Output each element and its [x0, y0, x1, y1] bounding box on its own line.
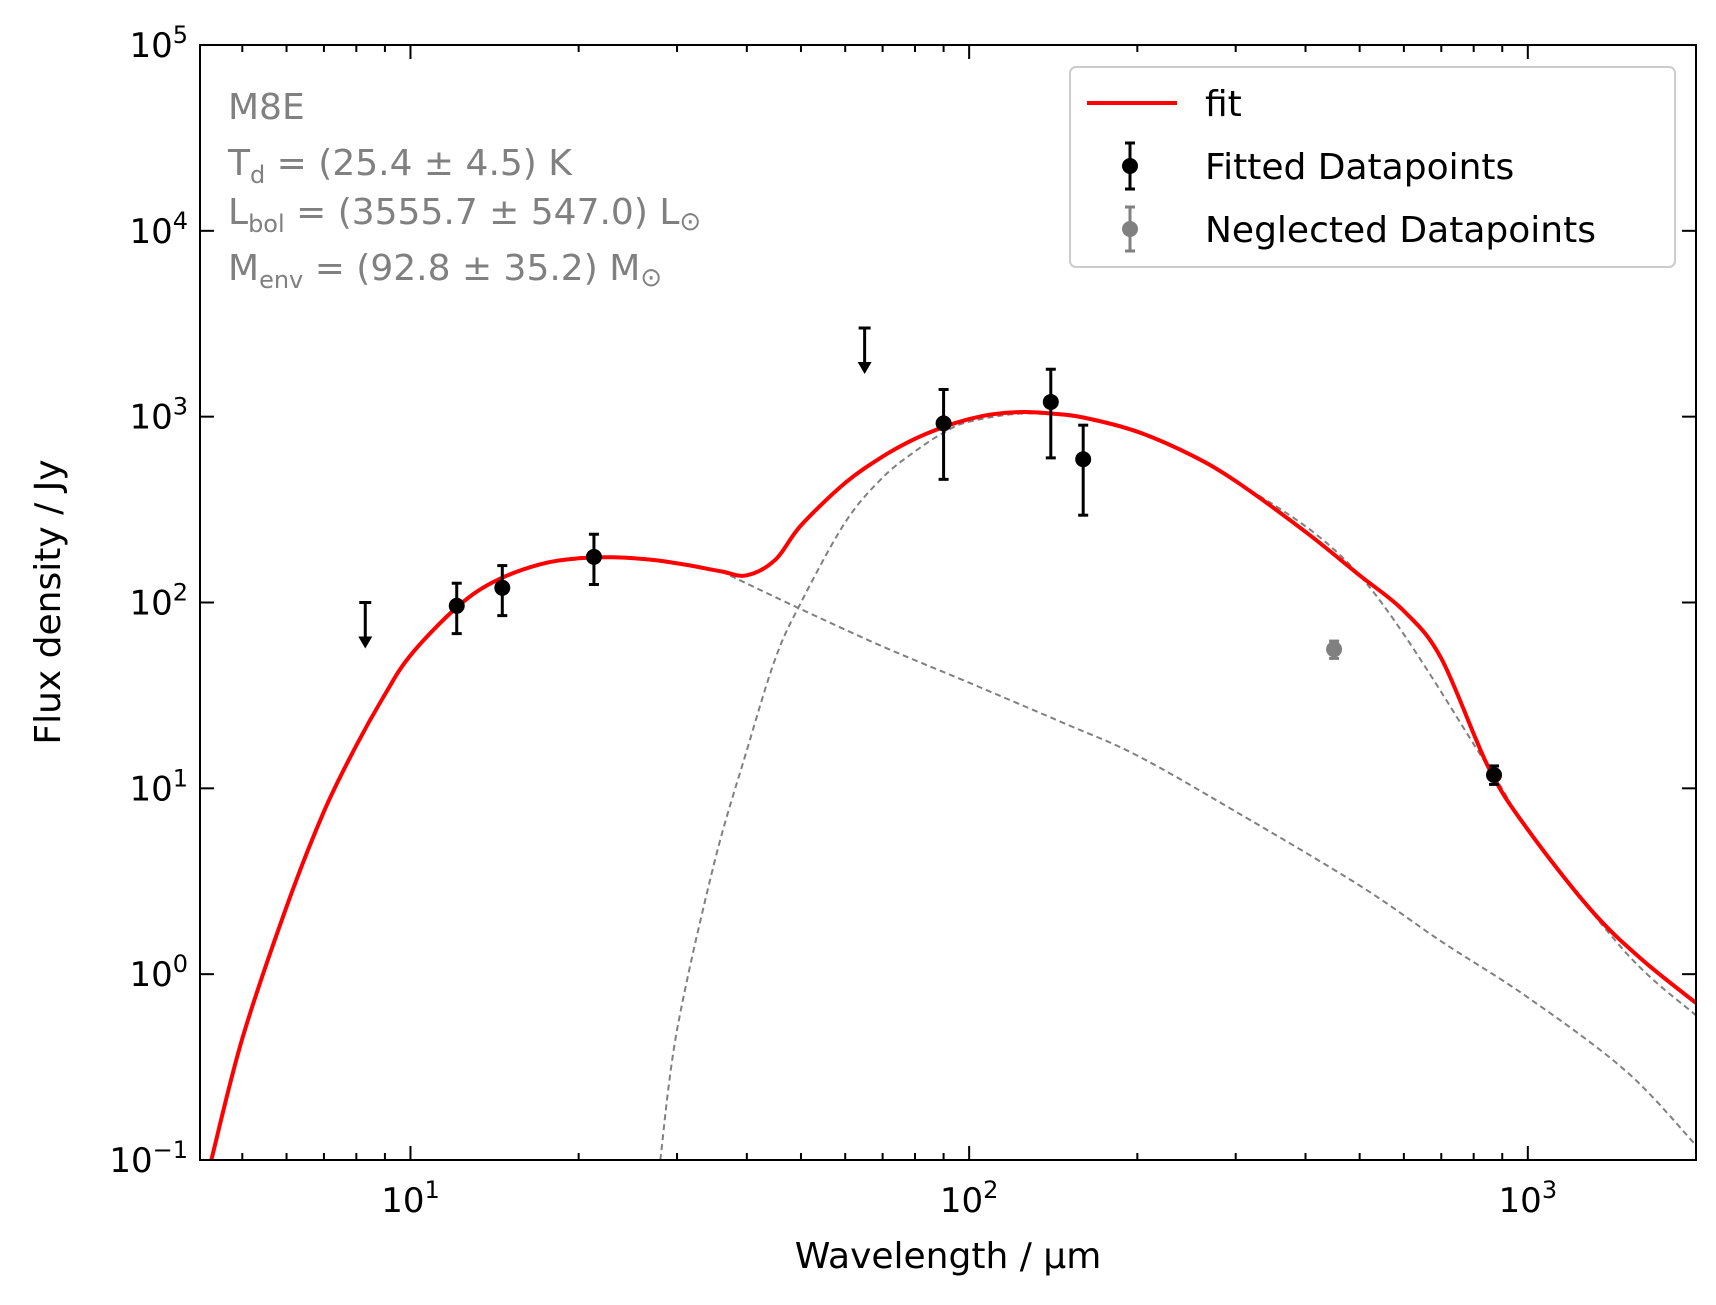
fitted-datapoint [585, 532, 602, 586]
fitted-datapoint [1042, 367, 1059, 460]
annotation-source: M8E [228, 87, 305, 128]
tick-layer: 101 102 103 10−1 100 101 102 103 104 105 [109, 21, 1697, 1221]
point-layer [358, 326, 1503, 786]
lbol-symbol: L [228, 192, 248, 233]
fitted-datapoint-marker [448, 597, 465, 614]
lbol-subscript: bol [248, 210, 285, 238]
neglected-datapoint-marker [1326, 641, 1343, 658]
menv-symbol: M [228, 248, 259, 289]
fitted-datapoint-marker [1075, 451, 1092, 468]
fitted-datapoint-marker [1042, 393, 1059, 410]
fitted-datapoint-marker [935, 415, 952, 432]
y-tick-label: 105 [129, 21, 188, 66]
annotation-bolometric-luminosity: Lbol = (3555.7 ± 547.0) L⊙ [228, 192, 701, 238]
legend-fit-label: fit [1205, 84, 1242, 125]
x-tick-label: 103 [1499, 1176, 1558, 1221]
plot-frame [199, 44, 1697, 1161]
fitted-datapoint-marker [1486, 766, 1503, 783]
annotation-envelope-mass: Menv = (92.8 ± 35.2) M⊙ [228, 248, 662, 294]
fitted-datapoint [935, 388, 952, 481]
y-tick-label: 100 [129, 950, 188, 995]
neglected-datapoint [1326, 639, 1343, 660]
y-axis-label: Flux density / Jy [28, 459, 69, 744]
legend-neglected-swatch [1122, 205, 1138, 253]
fit-curve [209, 409, 1696, 1160]
upper-limit-marker [358, 601, 373, 649]
y-tick-label: 101 [129, 764, 188, 809]
model-component-curve [720, 570, 1696, 1146]
fitted-datapoint [1075, 423, 1092, 517]
fitted-datapoint-marker [585, 548, 602, 565]
lbol-sun-symbol: ⊙ [679, 207, 701, 237]
x-axis-label: Wavelength / μm [795, 1236, 1102, 1277]
legend-neglected-label: Neglected Datapoints [1205, 210, 1596, 251]
fitted-datapoint [494, 564, 511, 618]
y-tick-label: 103 [129, 393, 188, 438]
legend-fitted-label: Fitted Datapoints [1205, 147, 1514, 188]
td-value: = (25.4 ± 4.5) K [265, 143, 573, 184]
lbol-value: = (3555.7 ± 547.0) L [285, 192, 680, 233]
td-subscript: d [250, 161, 265, 189]
upper-limit-arrowhead [857, 362, 872, 375]
annotation-block: M8E Td = (25.4 ± 4.5) K Lbol = (3555.7 ±… [227, 87, 701, 294]
annotation-dust-temperature: Td = (25.4 ± 4.5) K [227, 143, 573, 189]
td-symbol: T [227, 143, 251, 184]
y-tick-label: 10−1 [109, 1136, 188, 1181]
menv-sun-symbol: ⊙ [640, 263, 662, 293]
fitted-datapoint [1486, 764, 1503, 786]
legend-fitted-swatch [1122, 141, 1138, 191]
upper-limit-marker [857, 326, 872, 375]
menv-subscript: env [259, 266, 303, 294]
x-tick-label: 102 [940, 1176, 999, 1221]
legend: fit Fitted Datapoints Neglected Datapoin… [1069, 66, 1676, 268]
fitted-datapoint-marker [494, 579, 511, 596]
fitted-datapoint [448, 581, 465, 636]
y-tick-label: 104 [129, 207, 188, 252]
menv-value: = (92.8 ± 35.2) M [303, 248, 640, 289]
y-tick-label: 102 [129, 579, 188, 624]
legend-box [1069, 66, 1676, 268]
upper-limit-arrowhead [358, 636, 373, 649]
x-tick-label: 101 [381, 1176, 440, 1221]
